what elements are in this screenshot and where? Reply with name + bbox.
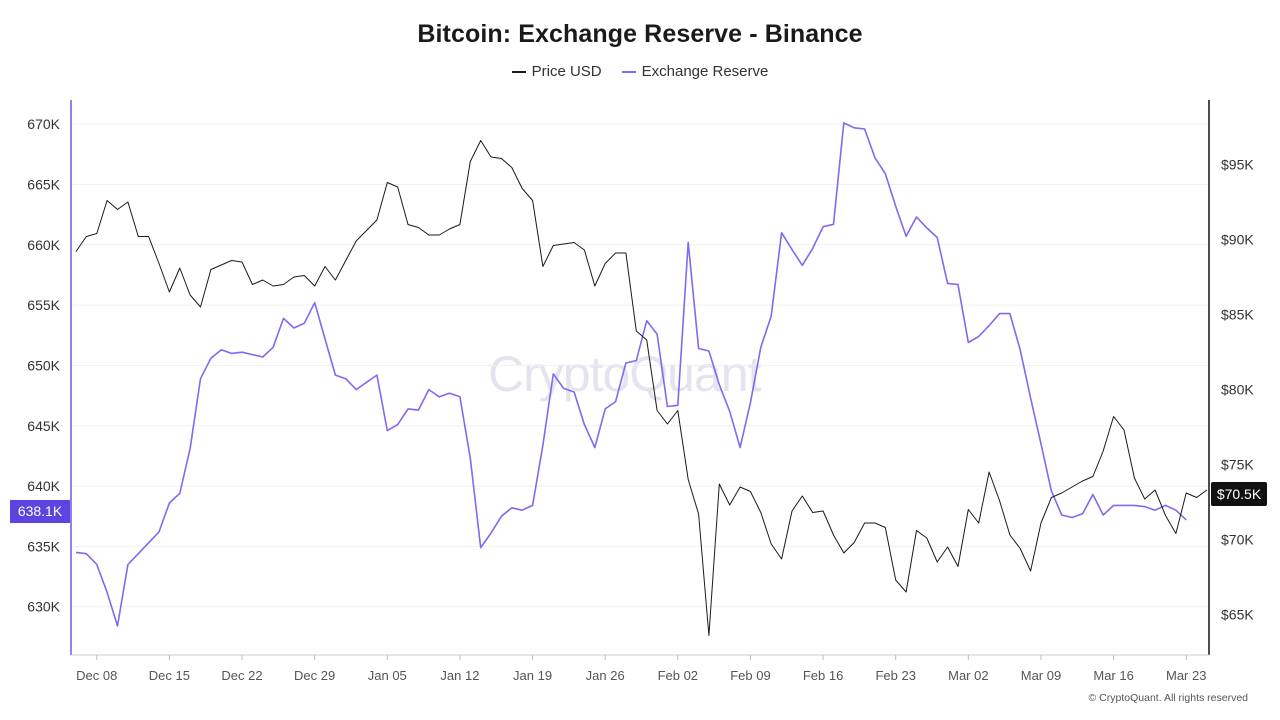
right-tick-label: $90K xyxy=(1221,232,1254,248)
legend-swatch-reserve xyxy=(621,70,636,73)
copyright: © CryptoQuant. All rights reserved xyxy=(1088,692,1248,704)
left-tick-label: 650K xyxy=(27,357,60,373)
x-tick-label: Feb 23 xyxy=(875,668,915,683)
left-tick-label: 645K xyxy=(27,418,60,434)
x-tick-label: Dec 22 xyxy=(221,668,262,683)
x-tick-label: Mar 02 xyxy=(948,668,988,683)
legend-item-reserve[interactable]: Exchange Reserve xyxy=(621,63,769,80)
legend-label-reserve: Exchange Reserve xyxy=(641,63,769,80)
x-tick-label: Feb 09 xyxy=(730,668,770,683)
right-tick-label: $95K xyxy=(1221,157,1254,173)
reserve-current-badge: 638.1K xyxy=(10,500,70,523)
legend-label-price: Price USD xyxy=(531,63,602,80)
price-current-badge: $70.5K xyxy=(1211,482,1267,506)
left-tick-label: 655K xyxy=(27,297,60,313)
left-tick-label: 665K xyxy=(27,176,60,192)
x-tick-label: Mar 16 xyxy=(1093,668,1133,683)
left-tick-label: 635K xyxy=(27,538,60,554)
right-tick-label: $85K xyxy=(1221,307,1254,323)
right-tick-label: $65K xyxy=(1221,607,1254,623)
right-tick-label: $80K xyxy=(1221,382,1254,398)
x-tick-label: Jan 12 xyxy=(440,668,479,683)
x-tick-label: Jan 26 xyxy=(586,668,625,683)
left-tick-label: 640K xyxy=(27,478,60,494)
x-tick-label: Feb 02 xyxy=(658,668,698,683)
legend: Price USD Exchange Reserve xyxy=(0,63,1280,80)
x-tick-label: Jan 05 xyxy=(368,668,407,683)
x-tick-label: Dec 29 xyxy=(294,668,335,683)
right-tick-label: $75K xyxy=(1221,457,1254,473)
x-tick-label: Feb 16 xyxy=(803,668,843,683)
legend-swatch-price xyxy=(511,70,526,73)
left-tick-label: 660K xyxy=(27,237,60,253)
left-tick-label: 630K xyxy=(27,599,60,615)
x-tick-label: Mar 23 xyxy=(1166,668,1206,683)
legend-item-price[interactable]: Price USD xyxy=(511,63,602,80)
right-tick-label: $70K xyxy=(1221,532,1254,548)
series-line-price-usd xyxy=(75,140,1208,636)
left-tick-label: 670K xyxy=(27,116,60,132)
x-tick-label: Dec 15 xyxy=(149,668,190,683)
x-tick-label: Jan 19 xyxy=(513,668,552,683)
x-tick-label: Mar 09 xyxy=(1021,668,1061,683)
x-tick-label: Dec 08 xyxy=(76,668,117,683)
series-line-exchange-reserve xyxy=(75,122,1187,627)
chart-title: Bitcoin: Exchange Reserve - Binance xyxy=(417,20,863,48)
